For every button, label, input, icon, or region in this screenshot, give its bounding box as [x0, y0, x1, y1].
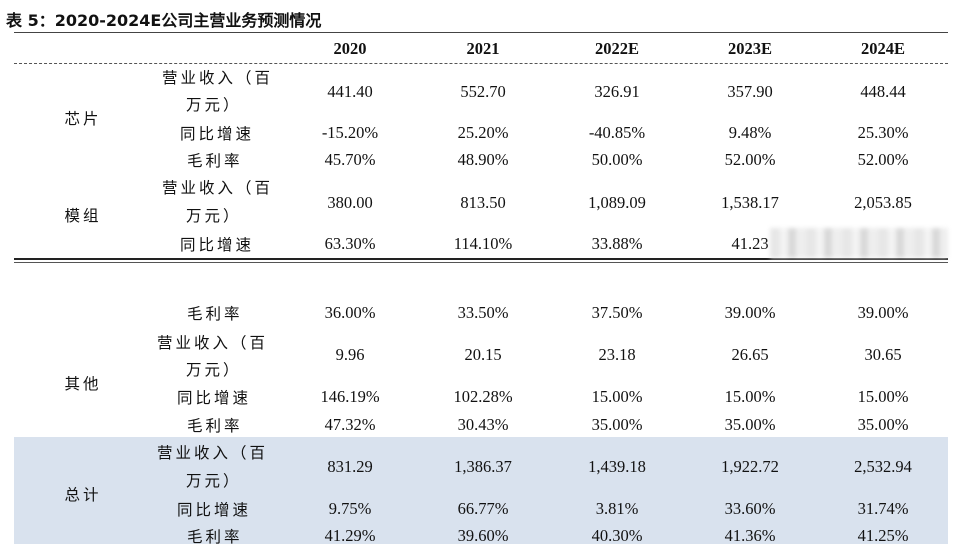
metric-label-margin: 毛利率 — [187, 528, 243, 546]
total-revenue-2021: 1,386.37 — [454, 457, 512, 476]
metric-label-yoy: 同比增速 — [177, 501, 252, 519]
chip-margin-2021: 48.90% — [457, 150, 509, 169]
chip-yoy-2023e: 9.48% — [728, 123, 772, 142]
chip-revenue-2024e: 448.44 — [860, 82, 906, 101]
metric-label-revenue: 营业收入（百 — [157, 334, 269, 352]
metric-label-margin: 毛利率 — [187, 152, 243, 170]
other-margin-2022e: 35.00% — [591, 415, 643, 434]
total-margin-2020: 41.29% — [324, 526, 376, 545]
page-break-rule-thin — [14, 262, 948, 263]
chip-revenue-2020: 441.40 — [327, 82, 373, 101]
metric-label-revenue: 营业收入（百 — [157, 444, 269, 462]
chip-yoy-2020: -15.20% — [321, 123, 379, 142]
module-revenue-2022e: 1,089.09 — [588, 193, 646, 212]
module-margin-2022e: 37.50% — [591, 303, 643, 322]
module-revenue-2023e: 1,538.17 — [721, 193, 779, 212]
total-yoy-2020: 9.75% — [328, 499, 372, 518]
module-margin-2024e: 39.00% — [857, 303, 909, 322]
chip-margin-2024e: 52.00% — [857, 150, 909, 169]
module-revenue-2024e: 2,053.85 — [854, 193, 912, 212]
chip-revenue-2022e: 326.91 — [594, 82, 640, 101]
chip-margin-2023e: 52.00% — [724, 150, 776, 169]
group-label-total: 总计 — [64, 486, 102, 504]
col-header-2021: 2021 — [466, 39, 500, 58]
metric-label-revenue-unit: 万元） — [186, 361, 242, 379]
module-yoy-2021: 114.10% — [453, 234, 513, 253]
metric-label-yoy: 同比增速 — [177, 389, 252, 407]
module-revenue-2021: 813.50 — [460, 193, 506, 212]
other-revenue-2021: 20.15 — [464, 345, 502, 364]
other-revenue-2022e: 23.18 — [598, 345, 636, 364]
chip-revenue-2023e: 357.90 — [727, 82, 773, 101]
total-row-band — [14, 437, 948, 544]
chip-yoy-2021: 25.20% — [457, 123, 509, 142]
other-revenue-2020: 9.96 — [335, 345, 365, 364]
module-margin-2020: 36.00% — [324, 303, 376, 322]
total-margin-2024e: 41.25% — [857, 526, 909, 545]
other-yoy-2022e: 15.00% — [591, 387, 643, 406]
watermark-blur — [770, 228, 948, 258]
chip-margin-2022e: 50.00% — [591, 150, 643, 169]
module-yoy-2023e: 41.23 — [731, 234, 769, 253]
metric-label-revenue: 营业收入（百 — [162, 69, 274, 87]
other-yoy-2021: 102.28% — [453, 387, 513, 406]
total-revenue-2024e: 2,532.94 — [854, 457, 912, 476]
other-yoy-2024e: 15.00% — [857, 387, 909, 406]
metric-label-yoy: 同比增速 — [180, 125, 255, 143]
metric-label-margin: 毛利率 — [187, 417, 243, 435]
col-header-2024e: 2024E — [860, 39, 906, 58]
total-margin-2022e: 40.30% — [591, 526, 643, 545]
other-yoy-2023e: 15.00% — [724, 387, 776, 406]
header-rule — [14, 63, 948, 64]
chip-yoy-2024e: 25.30% — [857, 123, 909, 142]
col-header-2020: 2020 — [333, 39, 367, 58]
total-revenue-2020: 831.29 — [327, 457, 373, 476]
col-header-2023e: 2023E — [727, 39, 773, 58]
total-yoy-2023e: 33.60% — [724, 499, 776, 518]
other-margin-2023e: 35.00% — [724, 415, 776, 434]
other-revenue-2023e: 26.65 — [731, 345, 769, 364]
total-yoy-2021: 66.77% — [457, 499, 509, 518]
group-label-module: 模组 — [64, 207, 102, 225]
module-margin-2023e: 39.00% — [724, 303, 776, 322]
page-break-rule — [14, 258, 948, 260]
table-title: 表 5：2020-2024E公司主营业务预测情况 — [6, 11, 322, 30]
total-margin-2021: 39.60% — [457, 526, 509, 545]
module-yoy-2022e: 33.88% — [591, 234, 643, 253]
col-header-2022e: 2022E — [594, 39, 640, 58]
metric-label-revenue-unit: 万元） — [186, 96, 242, 114]
metric-label-margin: 毛利率 — [187, 305, 243, 323]
module-yoy-2020: 63.30% — [324, 234, 376, 253]
other-margin-2020: 47.32% — [324, 415, 376, 434]
total-revenue-2022e: 1,439.18 — [588, 457, 646, 476]
other-margin-2024e: 35.00% — [857, 415, 909, 434]
total-yoy-2024e: 31.74% — [857, 499, 909, 518]
total-yoy-2022e: 3.81% — [595, 499, 639, 518]
group-label-other: 其他 — [64, 375, 102, 393]
group-label-chip: 芯片 — [64, 110, 102, 128]
chip-margin-2020: 45.70% — [324, 150, 376, 169]
module-margin-2021: 33.50% — [457, 303, 509, 322]
metric-label-revenue-unit: 万元） — [186, 472, 242, 490]
other-margin-2021: 30.43% — [457, 415, 509, 434]
total-revenue-2023e: 1,922.72 — [721, 457, 779, 476]
chip-revenue-2021: 552.70 — [460, 82, 506, 101]
top-rule — [14, 32, 948, 33]
metric-label-revenue-unit: 万元） — [186, 207, 242, 225]
metric-label-yoy: 同比增速 — [180, 236, 255, 254]
other-revenue-2024e: 30.65 — [864, 345, 902, 364]
module-revenue-2020: 380.00 — [327, 193, 373, 212]
metric-label-revenue: 营业收入（百 — [162, 179, 274, 197]
other-yoy-2020: 146.19% — [320, 387, 380, 406]
total-margin-2023e: 41.36% — [724, 526, 776, 545]
chip-yoy-2022e: -40.85% — [588, 123, 646, 142]
